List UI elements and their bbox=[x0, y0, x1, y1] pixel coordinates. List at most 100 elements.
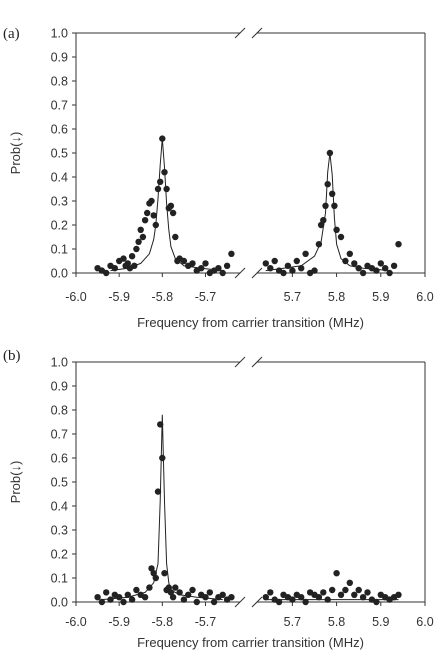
y-tick-label: 0.9 bbox=[51, 51, 68, 65]
data-point bbox=[148, 197, 155, 205]
data-point bbox=[161, 169, 168, 176]
y-tick-label: 1.0 bbox=[51, 356, 68, 370]
y-tick-label: 0.6 bbox=[51, 452, 68, 466]
data-point bbox=[202, 594, 209, 601]
data-point bbox=[169, 594, 177, 601]
data-point bbox=[159, 135, 166, 142]
data-point bbox=[150, 570, 157, 577]
y-tick-label: 0.7 bbox=[51, 99, 68, 113]
data-point bbox=[157, 178, 164, 185]
y-tick-label: 1.0 bbox=[51, 27, 68, 41]
data-point bbox=[298, 265, 305, 272]
data-point bbox=[98, 598, 106, 606]
data-point bbox=[228, 594, 235, 601]
data-point bbox=[152, 221, 159, 229]
data-point bbox=[267, 589, 274, 596]
y-tick-label: 0.6 bbox=[51, 123, 68, 137]
axis-break-mark bbox=[234, 27, 246, 39]
data-point bbox=[355, 265, 362, 272]
data-point bbox=[210, 598, 218, 606]
data-point bbox=[120, 255, 127, 262]
y-tick-label: 0.0 bbox=[51, 596, 68, 610]
data-point bbox=[311, 267, 318, 274]
axis-break-mark bbox=[251, 27, 263, 39]
y-axis-title: Prob(↓) bbox=[8, 461, 23, 504]
panel-label: (b) bbox=[3, 348, 21, 364]
data-point bbox=[172, 233, 179, 241]
data-point bbox=[135, 238, 142, 245]
data-point bbox=[346, 250, 353, 257]
data-point bbox=[382, 265, 389, 272]
data-point bbox=[180, 257, 188, 265]
y-tick-label: 0.3 bbox=[51, 524, 68, 538]
data-point bbox=[139, 233, 147, 241]
x-tick-label: 6.0 bbox=[416, 290, 433, 304]
data-point bbox=[157, 421, 164, 428]
data-point bbox=[159, 454, 166, 462]
y-tick-label: 0.1 bbox=[51, 243, 68, 257]
data-point bbox=[342, 257, 349, 265]
data-point bbox=[137, 226, 144, 233]
data-point bbox=[107, 596, 114, 603]
data-point bbox=[189, 586, 196, 594]
data-point bbox=[271, 257, 278, 265]
x-tick-label: -5.9 bbox=[108, 615, 130, 629]
data-point bbox=[329, 586, 336, 594]
data-point bbox=[128, 253, 136, 260]
data-point bbox=[342, 586, 349, 594]
data-point bbox=[103, 589, 110, 596]
x-tick-label: 5.8 bbox=[328, 615, 345, 629]
data-point bbox=[103, 269, 110, 277]
data-point bbox=[390, 262, 398, 269]
y-axis-title: Prob(↓) bbox=[8, 132, 23, 175]
x-tick-label: -5.8 bbox=[152, 290, 174, 304]
data-point bbox=[386, 269, 393, 277]
data-point bbox=[317, 221, 325, 229]
axis-break-mark bbox=[234, 267, 246, 279]
y-tick-label: 0.3 bbox=[51, 195, 68, 209]
data-point bbox=[198, 265, 205, 272]
data-point bbox=[280, 269, 287, 277]
data-point bbox=[359, 594, 367, 601]
x-tick-label: 6.0 bbox=[416, 615, 433, 629]
data-point bbox=[128, 596, 136, 603]
data-point bbox=[169, 209, 177, 217]
data-point bbox=[267, 265, 274, 272]
data-point bbox=[395, 241, 402, 248]
x-tick-label: 5.9 bbox=[372, 615, 389, 629]
x-tick-label: -5.8 bbox=[152, 615, 174, 629]
axis-break-mark bbox=[251, 267, 263, 279]
data-point bbox=[377, 260, 384, 267]
data-point bbox=[206, 589, 213, 596]
data-point bbox=[154, 185, 162, 193]
data-point bbox=[146, 584, 153, 591]
data-point bbox=[302, 250, 309, 257]
data-point bbox=[329, 190, 336, 197]
data-point bbox=[359, 269, 367, 277]
data-point bbox=[202, 260, 209, 267]
data-point bbox=[275, 598, 283, 606]
data-point bbox=[185, 591, 192, 598]
data-point bbox=[193, 598, 200, 606]
data-point bbox=[120, 598, 127, 606]
data-point bbox=[167, 589, 175, 596]
data-point bbox=[94, 594, 101, 601]
axis-break-mark bbox=[251, 596, 263, 608]
y-tick-label: 0.8 bbox=[51, 404, 68, 418]
data-point bbox=[116, 594, 123, 601]
y-tick-label: 0.5 bbox=[51, 147, 68, 161]
data-point bbox=[298, 594, 305, 601]
data-point bbox=[154, 488, 162, 495]
panel-label: (a) bbox=[3, 26, 20, 42]
data-point bbox=[293, 257, 300, 265]
data-point bbox=[172, 584, 179, 591]
data-point bbox=[150, 212, 157, 219]
x-tick-label: -6.0 bbox=[65, 290, 87, 304]
data-point bbox=[133, 245, 140, 253]
data-point bbox=[333, 570, 340, 577]
data-point bbox=[364, 589, 371, 596]
data-point bbox=[180, 596, 188, 603]
data-point bbox=[163, 185, 170, 193]
data-point bbox=[124, 260, 131, 267]
